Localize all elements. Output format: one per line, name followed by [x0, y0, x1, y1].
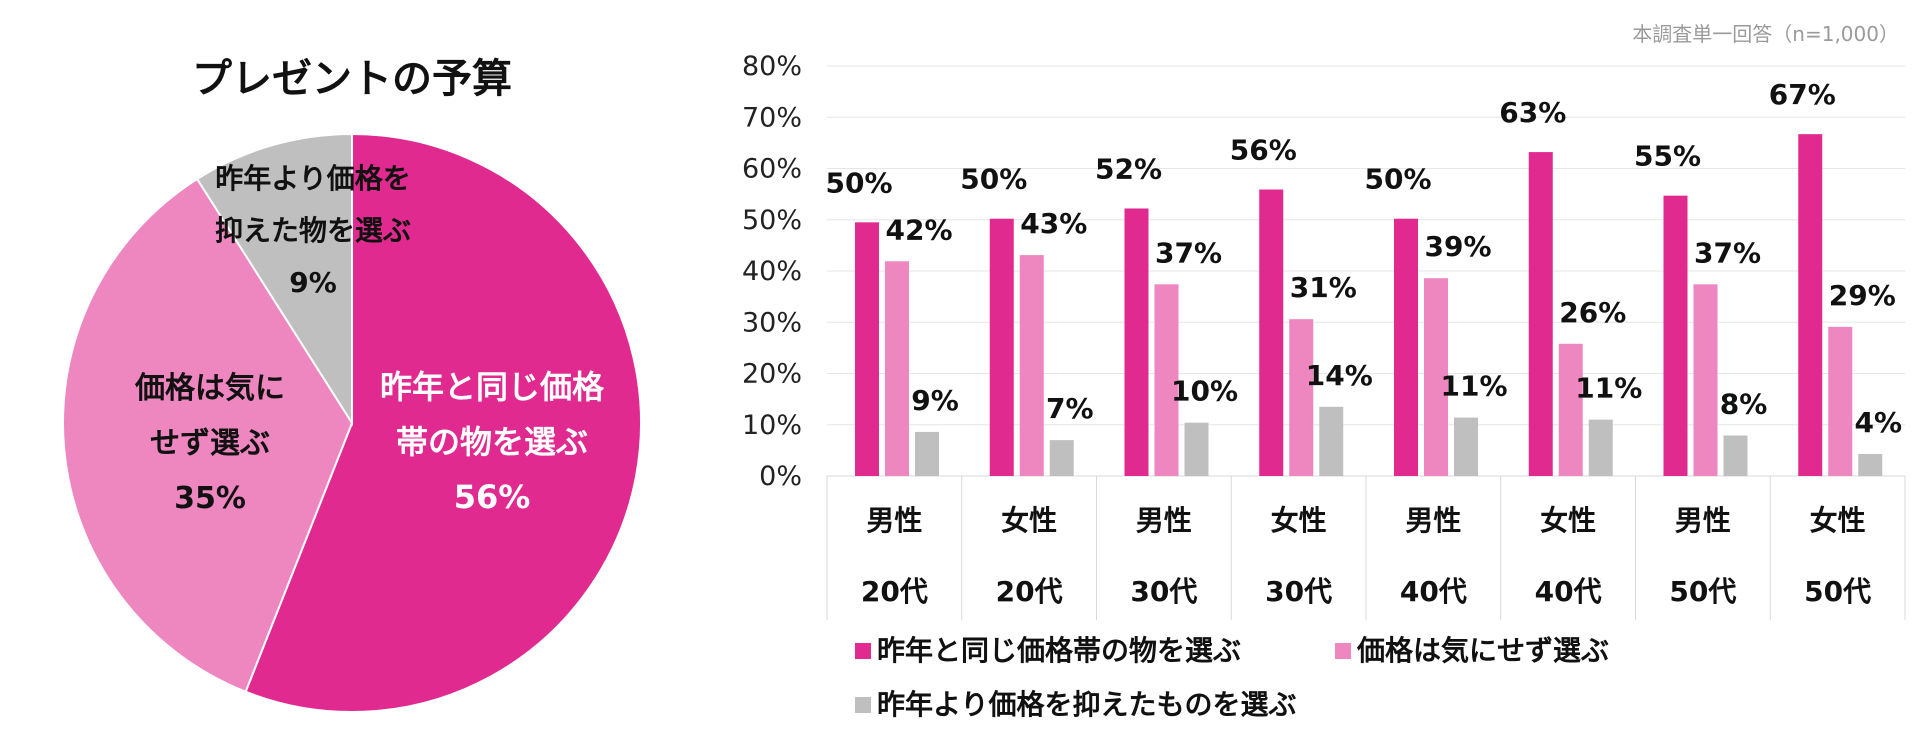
- bar-2: [1693, 284, 1718, 476]
- y-tick-label: 40%: [742, 256, 802, 287]
- bar-1: [989, 218, 1014, 476]
- legend-label: 昨年と同じ価格帯の物を選ぶ: [877, 634, 1241, 667]
- data-label: 43%: [1020, 207, 1087, 240]
- bar-3: [1184, 422, 1209, 476]
- bar-3: [915, 431, 939, 476]
- data-label: 7%: [1046, 392, 1094, 425]
- y-tick-label: 50%: [742, 205, 802, 236]
- data-label: 50%: [960, 163, 1027, 196]
- legend-swatch: [855, 697, 871, 713]
- data-label: 10%: [1171, 375, 1238, 408]
- pie-value-label: 35%: [174, 481, 246, 516]
- data-label: 26%: [1559, 296, 1626, 329]
- pie-slice-label: せず選ぶ: [150, 426, 270, 461]
- x-category-gender: 男性: [866, 504, 922, 537]
- y-tick-label: 60%: [742, 154, 802, 185]
- bar-3: [1588, 419, 1613, 476]
- x-category-age: 20代: [861, 575, 928, 608]
- data-label: 42%: [885, 213, 952, 246]
- data-label: 14%: [1306, 359, 1373, 392]
- data-label: 50%: [1364, 163, 1431, 196]
- bar-2: [1828, 326, 1853, 476]
- data-label: 37%: [1694, 236, 1761, 269]
- bar-2: [885, 261, 909, 476]
- x-category-gender: 男性: [1136, 504, 1192, 537]
- data-label: 52%: [1095, 152, 1162, 185]
- data-label: 29%: [1829, 279, 1896, 312]
- bar-3: [1858, 453, 1883, 476]
- pie-slice-label: 抑えた物を選ぶ: [215, 214, 411, 247]
- data-label: 55%: [1634, 140, 1701, 173]
- pie-slice-label: 帯の物を選ぶ: [396, 423, 588, 461]
- bar-3: [1723, 435, 1748, 476]
- x-category-age: 50代: [1669, 575, 1736, 608]
- data-label: 8%: [1720, 388, 1768, 421]
- legend-label: 価格は気にせず選ぶ: [1356, 634, 1609, 667]
- legend-swatch: [1335, 643, 1351, 659]
- legend-swatch: [855, 643, 871, 659]
- pie-slice-label: 昨年と同じ価格: [380, 368, 605, 406]
- data-label: 63%: [1499, 96, 1566, 129]
- data-label: 31%: [1290, 271, 1357, 304]
- data-label: 67%: [1769, 78, 1836, 111]
- x-category-gender: 男性: [1405, 504, 1461, 537]
- x-category-age: 50代: [1804, 575, 1871, 608]
- bar-1: [855, 222, 879, 476]
- pie-title: プレゼントの予算: [192, 56, 512, 102]
- x-category-age: 30代: [1130, 575, 1197, 608]
- bar-chart: 0%10%20%30%40%50%60%70%80%50%42%9%男性20代5…: [742, 51, 1906, 721]
- x-category-age: 30代: [1265, 575, 1332, 608]
- bar-2: [1558, 343, 1583, 476]
- y-tick-label: 10%: [742, 410, 802, 441]
- bar-1: [1663, 195, 1688, 476]
- y-tick-label: 80%: [742, 51, 802, 82]
- data-label: 9%: [911, 384, 959, 417]
- bar-1: [1259, 189, 1284, 476]
- bar-2: [1154, 284, 1179, 476]
- pie-value-label: 56%: [454, 478, 531, 516]
- bar-1: [1394, 218, 1418, 476]
- data-label: 39%: [1424, 230, 1491, 263]
- bar-3: [1319, 406, 1344, 476]
- pie-slice: [62, 177, 354, 694]
- legend-label: 昨年より価格を抑えたものを選ぶ: [877, 688, 1296, 721]
- pie-slice: [195, 132, 353, 427]
- y-tick-label: 0%: [759, 461, 802, 492]
- x-category-gender: 女性: [1810, 504, 1866, 537]
- bar-2: [1289, 319, 1314, 476]
- pie-slice-label: 昨年より価格を: [215, 162, 410, 195]
- x-category-age: 40代: [1400, 575, 1467, 608]
- y-tick-label: 20%: [742, 359, 802, 390]
- bar-2: [1019, 255, 1044, 476]
- x-category-age: 20代: [996, 575, 1063, 608]
- data-label: 4%: [1854, 406, 1902, 439]
- y-tick-label: 30%: [742, 307, 802, 338]
- x-category-gender: 女性: [1001, 504, 1057, 537]
- pie-slice-label: 価格は気に: [134, 371, 285, 406]
- data-label: 56%: [1230, 134, 1297, 167]
- bar-1: [1124, 208, 1149, 476]
- bar-2: [1424, 278, 1448, 476]
- data-label: 50%: [825, 166, 892, 199]
- bar-1: [1528, 152, 1553, 476]
- data-label: 37%: [1155, 236, 1222, 269]
- x-category-gender: 男性: [1675, 504, 1731, 537]
- bar-3: [1049, 440, 1074, 476]
- survey-note: 本調査単一回答（n=1,000）: [1632, 22, 1899, 46]
- data-label: 11%: [1440, 370, 1507, 403]
- x-category-gender: 女性: [1540, 504, 1596, 537]
- y-tick-label: 70%: [742, 102, 802, 133]
- x-category-age: 40代: [1535, 575, 1602, 608]
- x-category-gender: 女性: [1271, 504, 1327, 537]
- pie-value-label: 9%: [289, 266, 337, 299]
- data-label: 11%: [1575, 372, 1642, 405]
- bar-3: [1454, 417, 1478, 476]
- bar-1: [1798, 134, 1823, 476]
- pie-slice: [244, 132, 642, 713]
